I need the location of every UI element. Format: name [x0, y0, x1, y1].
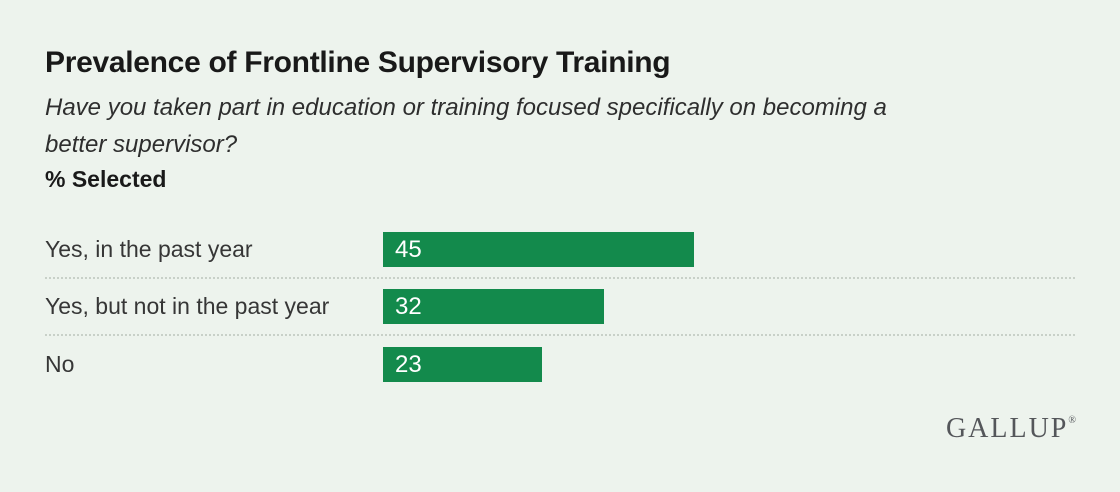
registered-trademark-icon: ®	[1068, 415, 1076, 426]
bar: 23	[383, 347, 543, 382]
bar: 45	[383, 232, 695, 267]
chart-row: Yes, but not in the past year 32	[45, 279, 1075, 336]
chart-row: Yes, in the past year 45	[45, 222, 1075, 279]
chart-row: No 23	[45, 336, 1075, 393]
category-label: Yes, but not in the past year	[45, 293, 330, 319]
bar: 32	[383, 289, 605, 324]
bar-track: 23	[383, 347, 1075, 382]
gallup-logo-text: GALLUP	[945, 413, 1069, 444]
bar-track: 45	[383, 232, 1075, 267]
bar-track: 32	[383, 289, 1075, 324]
bar-value-label: 45	[395, 235, 422, 263]
bar-value-label: 32	[395, 292, 422, 320]
category-label: No	[45, 351, 75, 377]
bar-value-label: 23	[395, 350, 422, 378]
metric-label: % Selected	[45, 166, 167, 192]
page-title: Prevalence of Frontline Supervisory Trai…	[45, 46, 671, 79]
category-label: Yes, in the past year	[45, 236, 253, 262]
chart-subtitle-question: Have you taken part in education or trai…	[45, 94, 887, 158]
bar-chart: Yes, in the past year 45 Yes, but not in…	[45, 222, 1075, 393]
gallup-logo: GALLUP®	[946, 413, 1076, 445]
